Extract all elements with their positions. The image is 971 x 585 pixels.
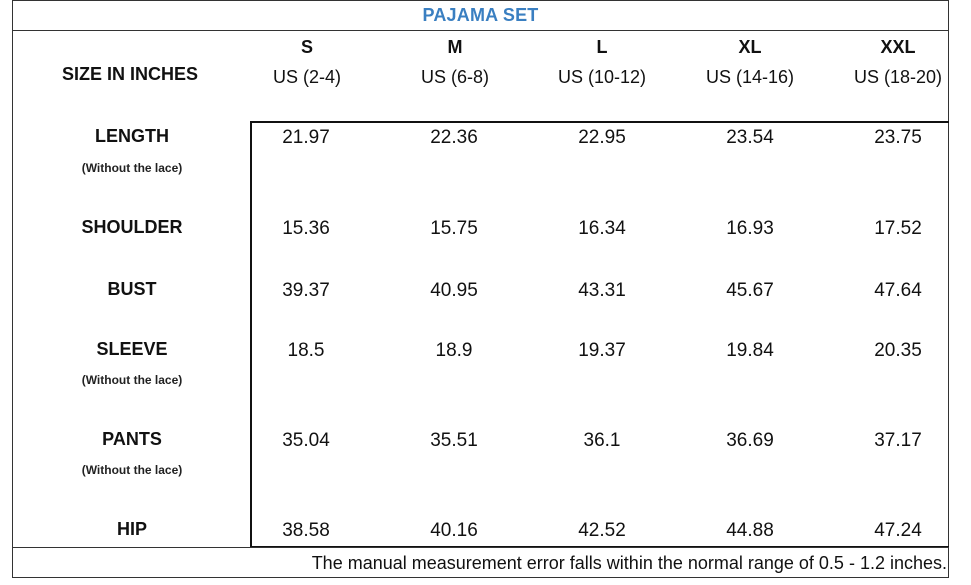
row-label-bust: BUST — [107, 279, 157, 299]
cell-shoulder-l: 16.34 — [578, 218, 626, 239]
footer-divider — [12, 547, 949, 548]
row-label-hip: HIP — [116, 519, 147, 539]
size-header-l: L US (10-12) — [537, 32, 667, 92]
cell-length-m: 22.36 — [430, 127, 478, 148]
cell-length-xxl: 23.75 — [874, 127, 922, 148]
cell-bust-l: 43.31 — [578, 280, 626, 301]
size-header-xl: XL US (14-16) — [685, 32, 815, 92]
cell-bust-xxl: 47.64 — [874, 280, 922, 301]
row-label-pants: PANTS — [102, 429, 162, 449]
cell-shoulder-m: 15.75 — [430, 218, 478, 239]
size-range: US (6-8) — [420, 67, 489, 87]
cell-hip-m: 40.16 — [430, 520, 478, 541]
row-sub-length: (Without the lace) — [81, 161, 183, 175]
size-name: M — [447, 37, 463, 57]
cell-length-xl: 23.54 — [726, 127, 774, 148]
measurements-box — [250, 121, 949, 548]
cell-sleeve-l: 19.37 — [578, 340, 626, 361]
row-sub-sleeve: (Without the lace) — [81, 373, 183, 387]
cell-sleeve-s: 18.5 — [287, 340, 325, 361]
cell-pants-xl: 36.69 — [726, 430, 774, 451]
size-range: US (2-4) — [272, 67, 341, 87]
cell-hip-xl: 44.88 — [726, 520, 774, 541]
row-label-sleeve: SLEEVE — [96, 339, 168, 359]
cell-hip-l: 42.52 — [578, 520, 626, 541]
size-chart-frame — [12, 0, 949, 578]
size-range: US (18-20) — [853, 67, 943, 87]
cell-sleeve-xxl: 20.35 — [874, 340, 922, 361]
cell-sleeve-m: 18.9 — [435, 340, 473, 361]
cell-length-s: 21.97 — [282, 127, 330, 148]
size-name: S — [300, 37, 313, 57]
row-sub-pants: (Without the lace) — [81, 463, 183, 477]
cell-hip-xxl: 47.24 — [874, 520, 922, 541]
size-name: L — [596, 37, 608, 57]
cell-length-l: 22.95 — [578, 127, 626, 148]
size-name: XXL — [880, 37, 916, 57]
cell-bust-s: 39.37 — [282, 280, 330, 301]
size-in-inches-label: SIZE IN INCHES — [62, 64, 199, 84]
title-row: PAJAMA SET — [12, 0, 949, 31]
cell-pants-m: 35.51 — [430, 430, 478, 451]
size-range: US (10-12) — [557, 67, 647, 87]
size-range: US (14-16) — [705, 67, 795, 87]
cell-pants-l: 36.1 — [583, 430, 621, 451]
size-header-m: M US (6-8) — [390, 32, 520, 92]
measurement-error-note: The manual measurement error falls withi… — [311, 553, 947, 573]
size-name: XL — [738, 37, 762, 57]
cell-shoulder-xxl: 17.52 — [874, 218, 922, 239]
row-label-shoulder: SHOULDER — [81, 217, 183, 237]
cell-hip-s: 38.58 — [282, 520, 330, 541]
cell-shoulder-xl: 16.93 — [726, 218, 774, 239]
cell-shoulder-s: 15.36 — [282, 218, 330, 239]
cell-bust-m: 40.95 — [430, 280, 478, 301]
chart-title: PAJAMA SET — [422, 4, 539, 25]
cell-sleeve-xl: 19.84 — [726, 340, 774, 361]
row-label-length: LENGTH — [95, 126, 169, 146]
cell-pants-s: 35.04 — [282, 430, 330, 451]
cell-bust-xl: 45.67 — [726, 280, 774, 301]
cell-pants-xxl: 37.17 — [874, 430, 922, 451]
size-header-xxl: XXL US (18-20) — [833, 32, 963, 92]
size-header-s: S US (2-4) — [242, 32, 372, 92]
